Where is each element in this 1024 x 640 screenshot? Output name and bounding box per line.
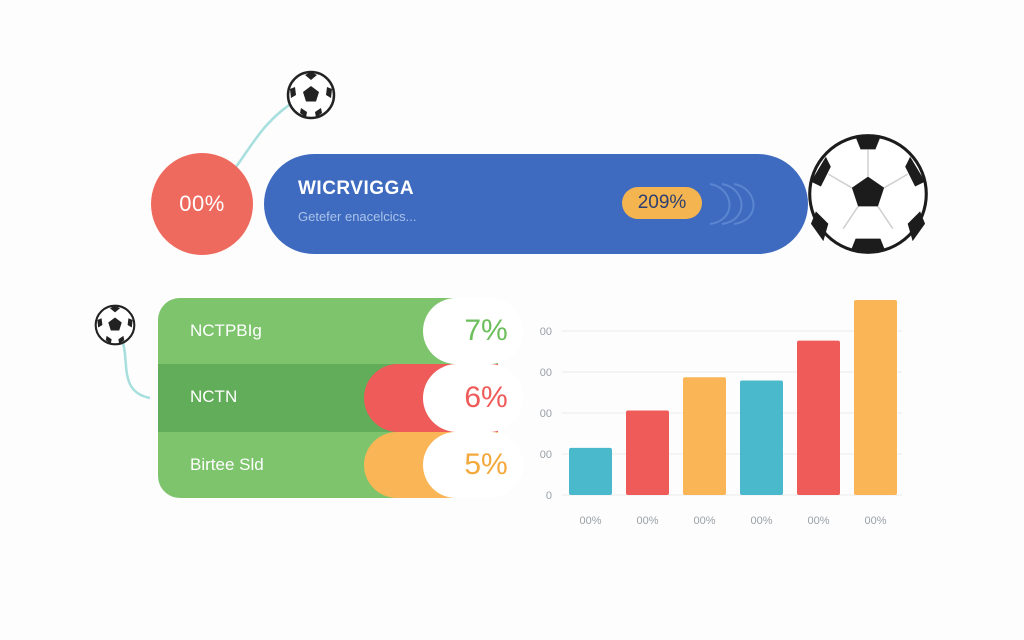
y-tick-label: 0 — [546, 490, 552, 502]
y-tick-label: 00 — [540, 367, 552, 379]
banner-pill-value: 209% — [637, 192, 687, 213]
y-tick-label: 00 — [540, 326, 552, 338]
x-tick-label: 00% — [636, 515, 658, 527]
progress-value: 6% — [464, 381, 508, 414]
x-tick-label: 00% — [807, 515, 829, 527]
progress-value: 7% — [464, 314, 508, 347]
banner-pill: 209% — [622, 187, 702, 219]
bar — [626, 410, 669, 495]
soccer-ball-icon — [808, 134, 928, 254]
soccer-ball-icon — [94, 304, 136, 346]
percent-circle-value: 00% — [179, 191, 225, 216]
bar — [569, 447, 612, 495]
bar — [854, 300, 897, 495]
banner-title: WICRVIGGA — [298, 178, 415, 199]
progress-row-label: NCTN — [190, 387, 238, 406]
banner-subtitle: Getefer enacelcics... — [298, 209, 417, 224]
bar — [797, 340, 840, 495]
progress-value-pill: 6% — [423, 364, 523, 432]
progress-row-label: NCTPBIg — [190, 321, 262, 340]
progress-row-label: Birtee Sld — [190, 455, 264, 474]
y-tick-label: 00 — [540, 449, 552, 461]
header-banner: WICRVIGGA Getefer enacelcics... 209% — [264, 154, 808, 254]
bar — [683, 377, 726, 495]
progress-value: 5% — [464, 448, 508, 481]
x-tick-label: 00% — [750, 515, 772, 527]
x-tick-label: 00% — [864, 515, 886, 527]
percent-circle: 00% — [151, 153, 253, 255]
y-tick-label: 00 — [540, 408, 552, 420]
bar — [740, 380, 783, 495]
progress-value-pill: 5% — [423, 432, 523, 498]
soccer-ball-icon — [286, 70, 336, 120]
progress-value-pill: 7% — [423, 298, 523, 364]
x-tick-label: 00% — [579, 515, 601, 527]
x-tick-label: 00% — [693, 515, 715, 527]
motion-lines-icon — [709, 183, 755, 225]
